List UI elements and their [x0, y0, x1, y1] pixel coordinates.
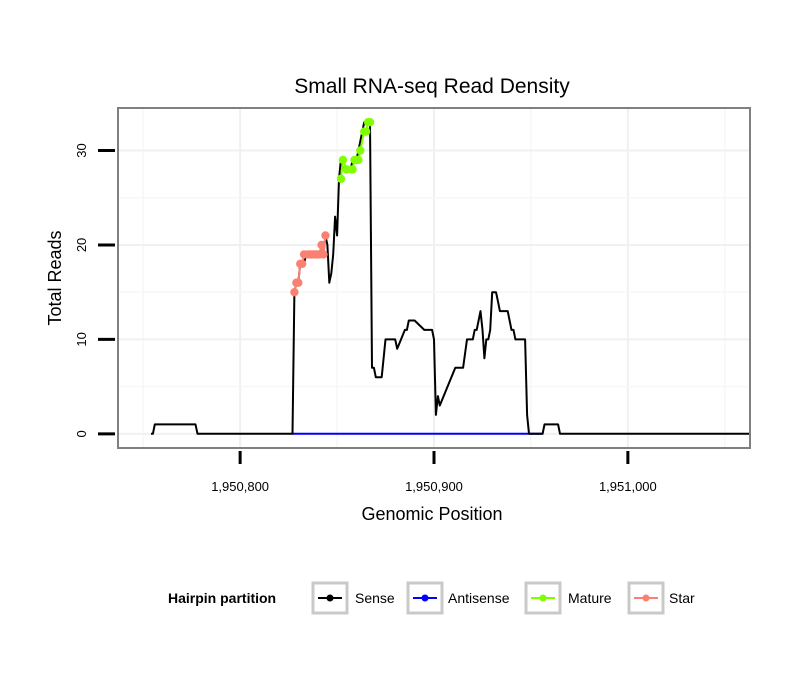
y-tick-label: 30 — [74, 143, 89, 157]
data-point-star — [321, 231, 330, 240]
legend-point-sense — [326, 594, 334, 602]
series-layer — [151, 117, 750, 435]
legend-point-antisense — [421, 594, 429, 602]
data-point-mature — [361, 127, 371, 136]
y-tick-label: 20 — [74, 238, 89, 252]
data-point-star — [319, 250, 328, 259]
data-point-mature — [348, 165, 357, 174]
legend-label-antisense: Antisense — [448, 590, 510, 606]
data-point-star — [294, 278, 303, 287]
data-point-star — [317, 240, 326, 250]
legend-point-mature — [539, 594, 547, 602]
data-point-mature — [336, 174, 346, 184]
data-point-mature — [354, 155, 363, 165]
legend-title: Hairpin partition — [168, 590, 276, 606]
chart-title: Small RNA-seq Read Density — [294, 75, 570, 98]
x-tick-label: 1,951,000 — [599, 479, 657, 494]
y-axis-title: Total Reads — [45, 230, 65, 325]
legend: Hairpin partition Sense Antisense Mature St… — [168, 581, 695, 615]
y-tick-label: 10 — [74, 332, 89, 346]
series-line-sense — [151, 121, 750, 435]
x-axis-title: Genomic Position — [361, 504, 502, 524]
legend-label-sense: Sense — [355, 590, 395, 606]
data-point-mature — [356, 146, 365, 155]
legend-label-star: Star — [669, 590, 695, 606]
legend-point-star — [642, 594, 650, 602]
y-tick-label: 0 — [74, 430, 89, 437]
data-point-mature — [338, 155, 348, 165]
data-point-star — [297, 259, 307, 269]
x-tick-label: 1,950,800 — [211, 479, 269, 494]
x-tick-label: 1,950,900 — [405, 479, 463, 494]
data-point-star — [290, 287, 299, 297]
plot-border — [117, 107, 751, 449]
axes: 1,950,800 1,950,900 1,951,000 0 10 20 30 — [74, 143, 657, 494]
data-point-mature — [342, 165, 351, 174]
data-point-mature — [365, 117, 375, 127]
legend-label-mature: Mature — [568, 590, 612, 606]
